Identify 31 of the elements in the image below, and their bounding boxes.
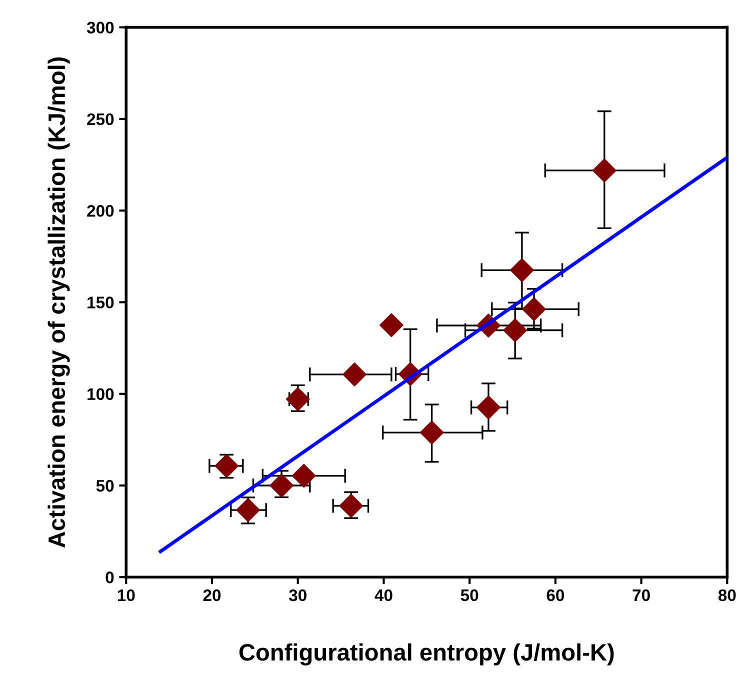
- x-tick-label: 50: [460, 589, 478, 602]
- point: [286, 387, 310, 412]
- x-tick-label: 30: [288, 589, 306, 602]
- point: [236, 498, 260, 522]
- x-tick-label: 80: [718, 589, 736, 602]
- point: [339, 494, 363, 518]
- y-tick-label: 0: [106, 572, 114, 584]
- x-tick-label: 70: [632, 589, 650, 602]
- point: [522, 297, 546, 322]
- point: [292, 464, 316, 488]
- point: [503, 318, 527, 342]
- y-axis-title: Activation energy of crystallization (KJ/mol): [48, 57, 70, 548]
- x-tick-label: 20: [203, 589, 221, 602]
- x-tick-label: 60: [546, 589, 564, 602]
- y-tick-label: 300: [86, 22, 114, 34]
- x-tick-label: 40: [374, 589, 392, 602]
- point: [342, 362, 366, 386]
- y-tick-label: 100: [88, 388, 114, 400]
- y-tick-label: 150: [88, 296, 114, 308]
- y-tick-label: 50: [96, 480, 114, 492]
- x-axis-title: Configurational entropy (J/mol-K): [239, 643, 614, 666]
- point: [510, 258, 534, 282]
- point: [476, 396, 500, 420]
- point: [420, 420, 444, 444]
- y-tick-label: 250: [87, 113, 114, 126]
- y-tick-label: 200: [87, 204, 114, 217]
- point: [380, 313, 404, 338]
- x-tick-label: 10: [118, 589, 135, 602]
- point: [214, 454, 238, 478]
- point: [592, 158, 616, 182]
- point: [270, 474, 294, 498]
